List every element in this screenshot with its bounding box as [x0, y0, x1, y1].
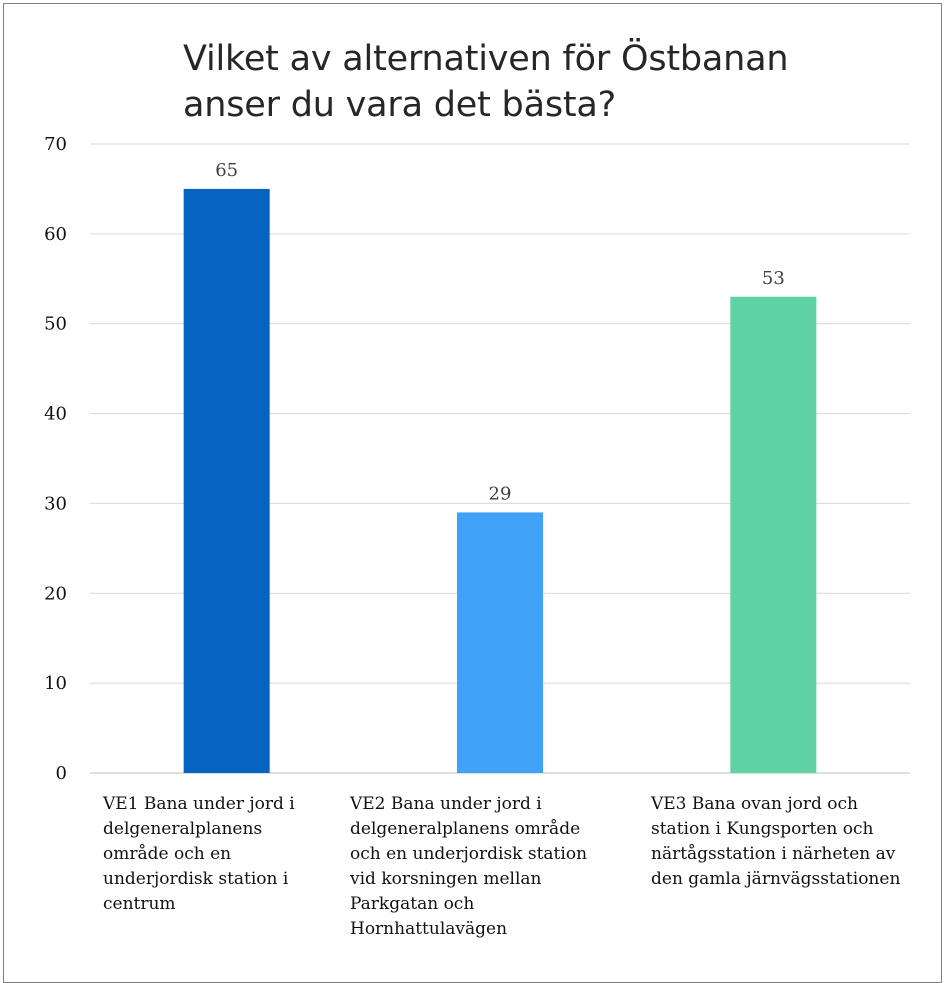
y-tick-label: 40	[44, 404, 67, 425]
y-tick-label: 10	[44, 673, 67, 694]
data-label: 53	[762, 268, 785, 289]
y-tick-label: 0	[56, 763, 67, 784]
chart-title: Vilket av alternativen för Östbanan anse…	[183, 39, 789, 125]
x-category-label: VE3 Bana ovan jord och station i Kungspo…	[651, 794, 901, 889]
data-label: 29	[489, 483, 512, 504]
x-category-label: VE1 Bana under jord i delgeneralplanens …	[103, 794, 295, 914]
y-tick-label: 30	[44, 493, 67, 514]
bar	[730, 296, 817, 773]
bar	[457, 512, 543, 773]
y-tick-label: 50	[44, 314, 67, 335]
y-tick-label: 60	[44, 224, 67, 245]
y-tick-label: 20	[44, 583, 67, 604]
bars	[183, 188, 817, 773]
y-tick-label: 70	[44, 134, 67, 155]
bar	[183, 188, 270, 773]
x-category-label: VE2 Bana under jord i delgeneralplanens …	[350, 794, 588, 939]
data-label: 65	[215, 160, 238, 181]
y-axis-tick-labels: 0 10 20 30 40 50 60 70	[44, 134, 67, 784]
data-labels: 65 29 53	[215, 160, 785, 504]
